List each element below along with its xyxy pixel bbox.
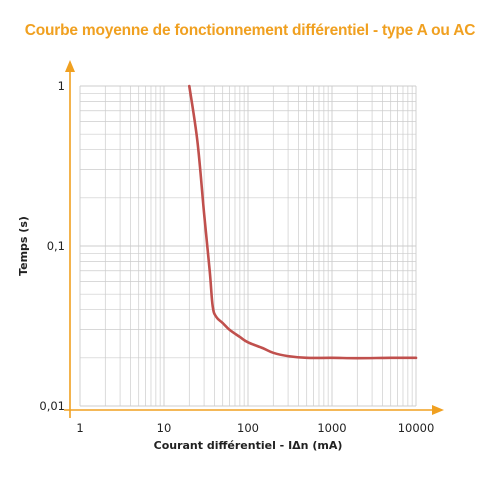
y-axis-label: Temps (s) [17, 216, 30, 276]
grid [79, 85, 417, 407]
y-tick-label: 0,1 [47, 239, 65, 253]
trip-curve-line [187, 84, 418, 360]
axes [64, 60, 444, 418]
curve-layer [187, 84, 418, 360]
y-tick-label: 1 [58, 79, 65, 93]
x-axis-label: Courant différentiel - IΔn (mA) [154, 439, 343, 452]
x-tick-label: 100 [237, 421, 259, 435]
x-tick-label: 1000 [317, 421, 346, 435]
y-tick-label: 0,01 [39, 399, 65, 413]
x-tick-label: 1 [76, 421, 83, 435]
tick-labels: 1 10 100 1000 10000 0,01 0,1 1 [39, 79, 434, 435]
x-axis-arrow-icon [432, 405, 444, 415]
x-tick-label: 10000 [398, 421, 435, 435]
y-axis-arrow-icon [65, 60, 75, 72]
x-tick-label: 10 [157, 421, 172, 435]
chart-title: Courbe moyenne de fonctionnement différe… [24, 22, 476, 39]
